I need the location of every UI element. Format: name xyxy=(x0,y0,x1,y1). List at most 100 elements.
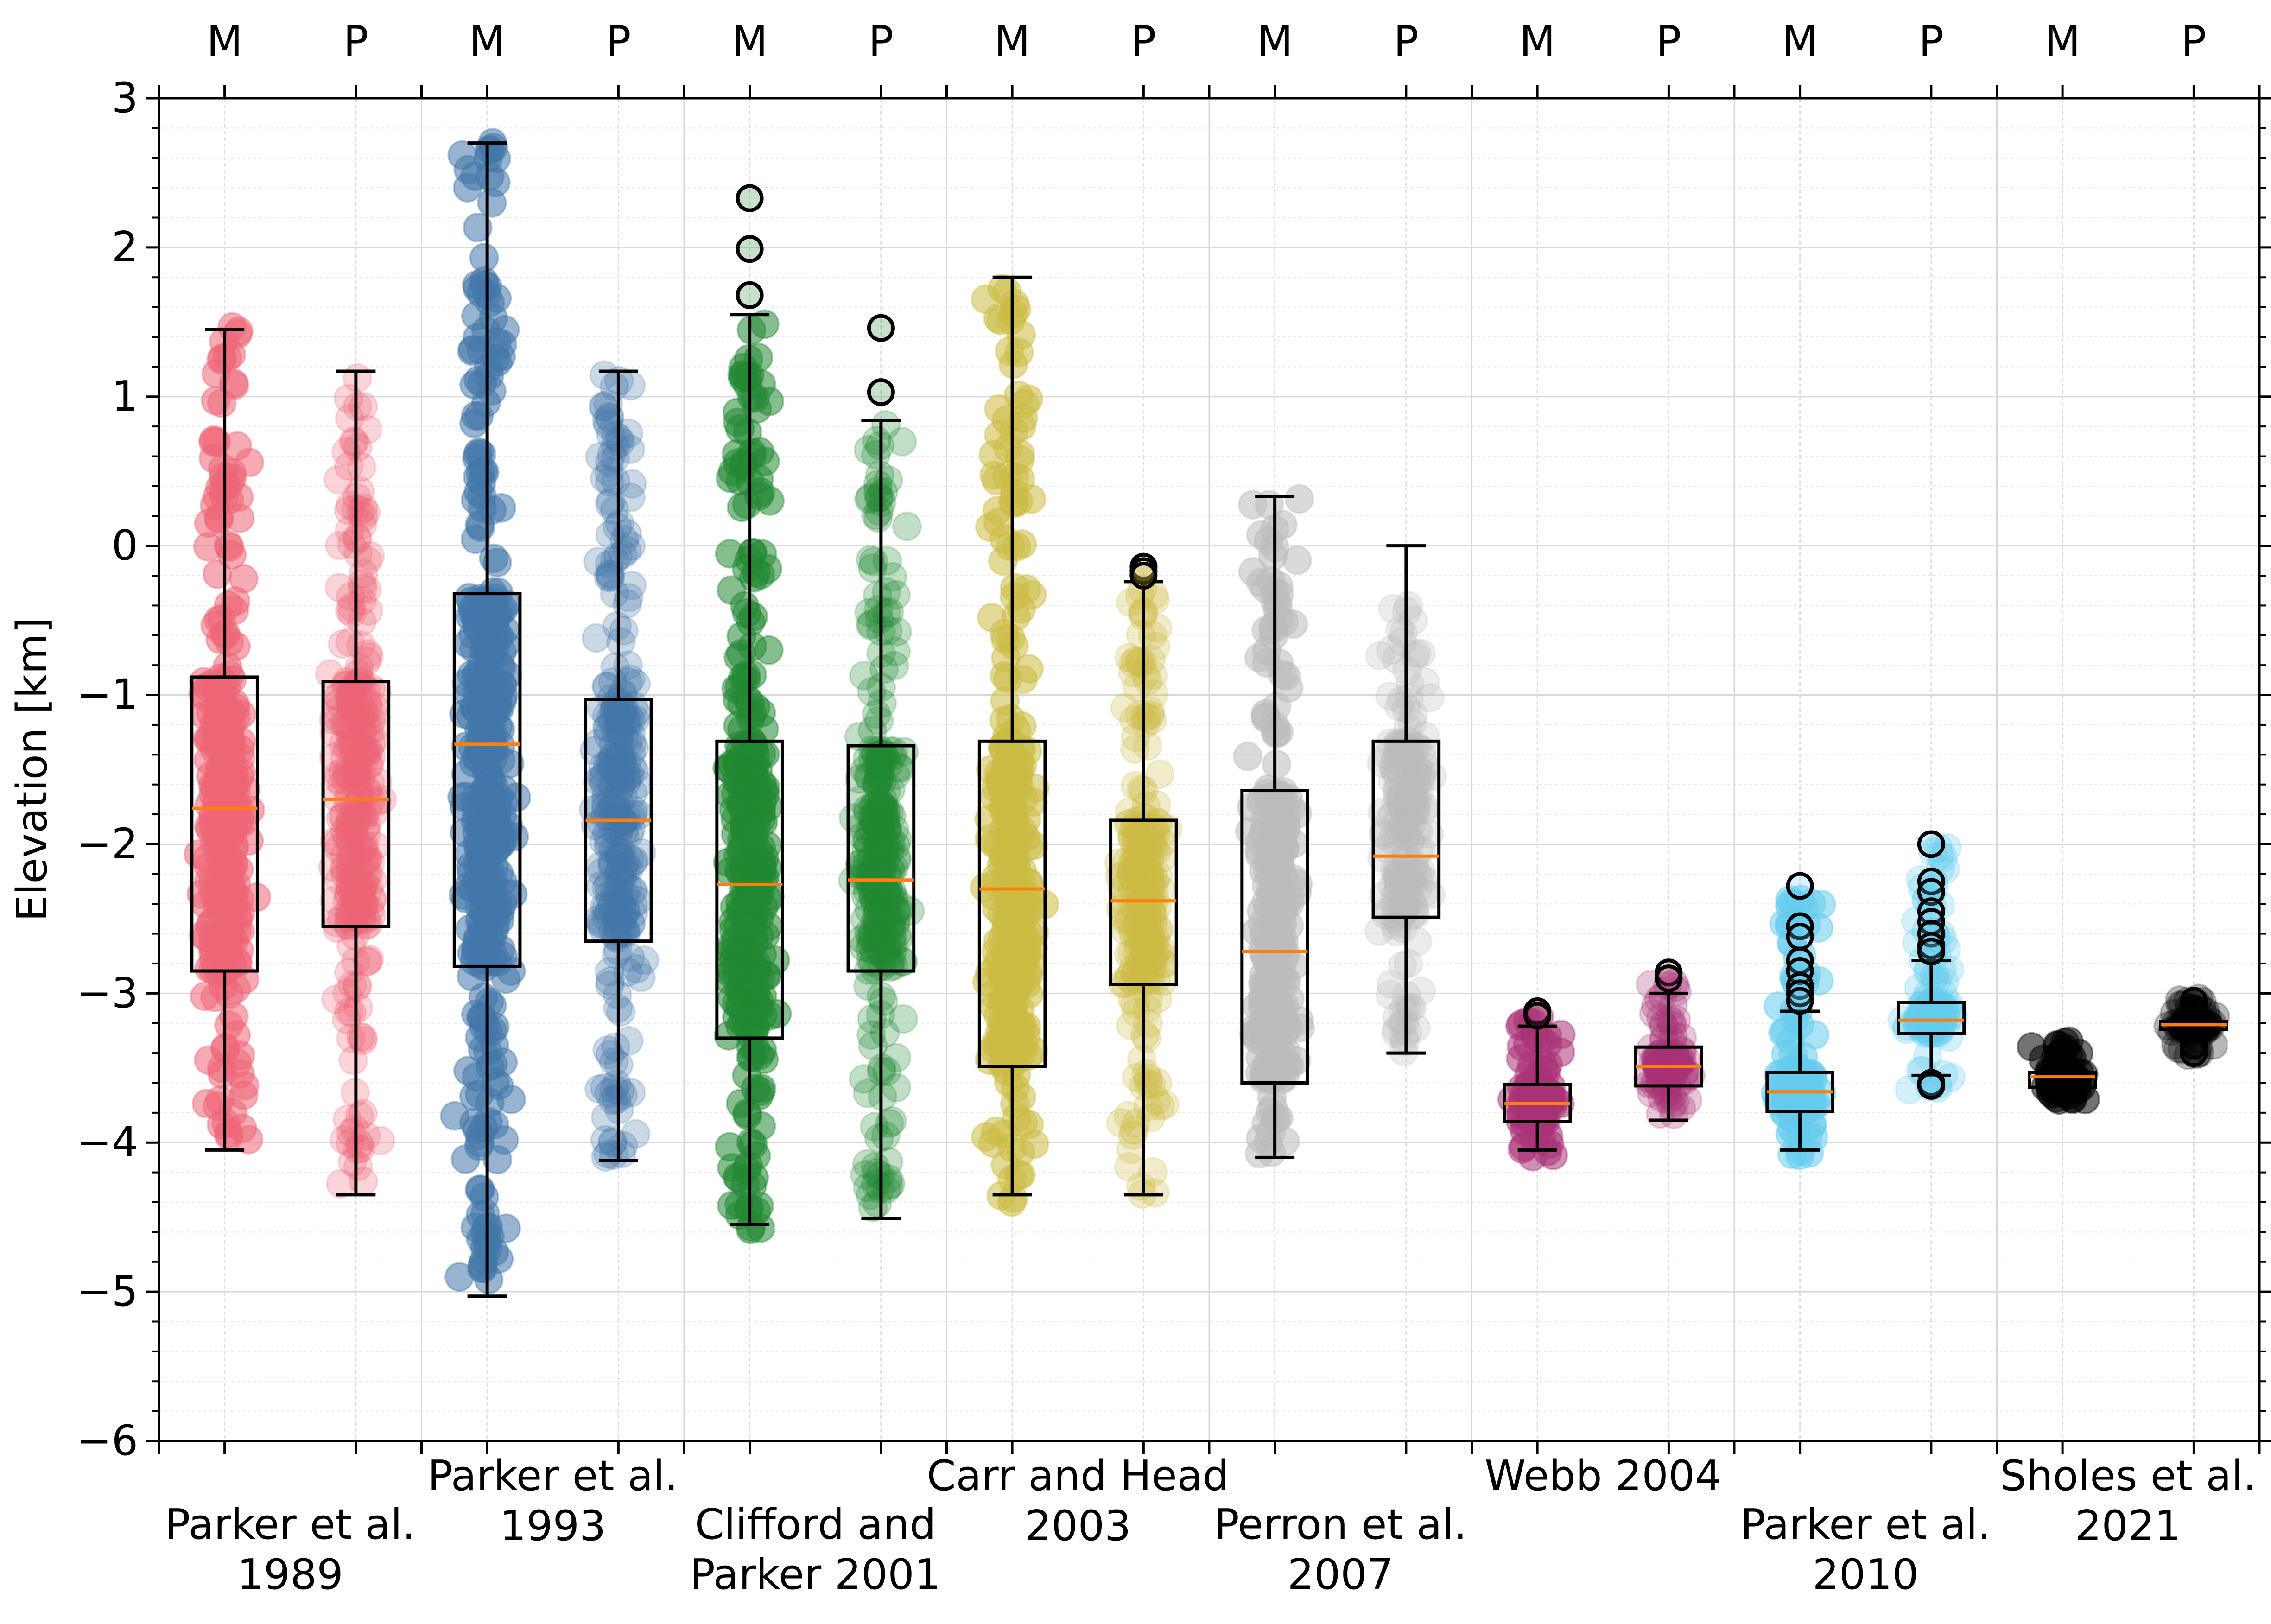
data-point xyxy=(362,767,393,797)
data-point xyxy=(1000,1089,1030,1119)
data-point xyxy=(602,1069,632,1099)
data-point xyxy=(228,564,259,594)
data-point xyxy=(349,736,379,766)
data-point xyxy=(457,336,487,366)
top-label-M: M xyxy=(207,17,243,66)
top-label-P: P xyxy=(2181,17,2206,66)
data-point xyxy=(358,699,388,729)
top-label-P: P xyxy=(343,17,368,66)
data-point xyxy=(343,766,373,796)
data-point xyxy=(1284,484,1314,514)
data-point xyxy=(458,593,488,623)
data-point xyxy=(477,188,507,218)
group-label: 2010 xyxy=(1813,1550,1919,1599)
data-point xyxy=(352,647,382,677)
y-tick-label: −2 xyxy=(76,819,138,868)
data-point xyxy=(335,825,365,855)
data-point xyxy=(342,889,372,919)
data-point xyxy=(343,743,374,773)
outlier-point xyxy=(1655,964,1683,993)
data-point xyxy=(334,682,364,712)
data-point xyxy=(353,639,383,669)
data-point xyxy=(336,931,366,961)
data-point xyxy=(491,1213,521,1243)
data-point xyxy=(717,575,747,605)
data-point xyxy=(353,546,383,576)
data-point xyxy=(352,845,382,875)
data-point xyxy=(346,1134,376,1164)
data-point xyxy=(323,464,353,495)
data-point xyxy=(589,360,619,390)
data-point xyxy=(344,726,374,756)
data-point xyxy=(214,1010,244,1040)
data-point xyxy=(739,962,769,992)
data-point xyxy=(349,888,379,919)
data-point xyxy=(330,671,360,701)
data-point xyxy=(989,1013,1019,1043)
group-label: Parker et al. xyxy=(428,1452,678,1500)
outlier-point xyxy=(867,378,895,406)
data-point xyxy=(482,684,513,714)
data-point xyxy=(345,476,375,507)
data-point xyxy=(339,759,369,789)
top-label-M: M xyxy=(1519,17,1555,66)
top-label-P: P xyxy=(1131,17,1156,66)
data-point xyxy=(318,705,349,735)
top-label-P: P xyxy=(869,17,894,66)
data-point xyxy=(340,751,370,781)
data-point xyxy=(337,970,367,1000)
data-point xyxy=(355,749,385,780)
data-point xyxy=(864,496,894,526)
data-point xyxy=(217,312,247,342)
data-point xyxy=(324,572,355,603)
outlier-point xyxy=(2180,994,2208,1022)
data-point xyxy=(345,870,375,901)
data-point xyxy=(721,673,751,704)
y-tick-label: 0 xyxy=(112,521,138,570)
data-point xyxy=(336,816,367,846)
data-point xyxy=(983,508,1013,538)
data-point xyxy=(357,865,387,895)
y-tick-label: −4 xyxy=(76,1118,138,1167)
data-point xyxy=(335,686,365,717)
group-label: Parker et al. xyxy=(1740,1500,1991,1549)
data-point xyxy=(350,735,380,765)
data-point xyxy=(352,575,382,605)
data-point xyxy=(339,821,369,851)
data-point xyxy=(336,840,366,870)
data-point xyxy=(616,371,646,401)
data-point xyxy=(353,692,383,722)
data-point xyxy=(340,885,370,915)
data-point xyxy=(343,890,373,920)
data-point xyxy=(343,804,373,834)
data-point xyxy=(343,788,373,818)
group-label: Perron et al. xyxy=(1214,1500,1467,1549)
data-point xyxy=(736,315,767,345)
data-point xyxy=(346,698,376,729)
data-point xyxy=(330,854,360,884)
data-point xyxy=(353,414,383,444)
data-point xyxy=(617,469,647,499)
data-point xyxy=(354,944,384,974)
data-point xyxy=(340,740,370,770)
data-point xyxy=(343,993,374,1023)
data-point xyxy=(1262,691,1292,722)
data-point xyxy=(337,907,368,938)
data-point xyxy=(337,858,367,888)
group-label: Parker 2001 xyxy=(690,1550,941,1599)
data-point xyxy=(319,718,349,748)
data-point xyxy=(337,840,368,870)
data-point xyxy=(352,686,382,717)
data-point xyxy=(324,865,355,895)
data-point xyxy=(346,760,376,790)
group-label: 1993 xyxy=(500,1502,606,1550)
data-point xyxy=(351,861,381,891)
data-point xyxy=(978,1128,1008,1158)
data-point xyxy=(318,852,348,882)
data-point xyxy=(333,733,363,763)
data-point xyxy=(331,821,362,851)
data-point xyxy=(600,546,630,576)
data-point xyxy=(356,728,387,758)
data-point xyxy=(344,728,374,758)
